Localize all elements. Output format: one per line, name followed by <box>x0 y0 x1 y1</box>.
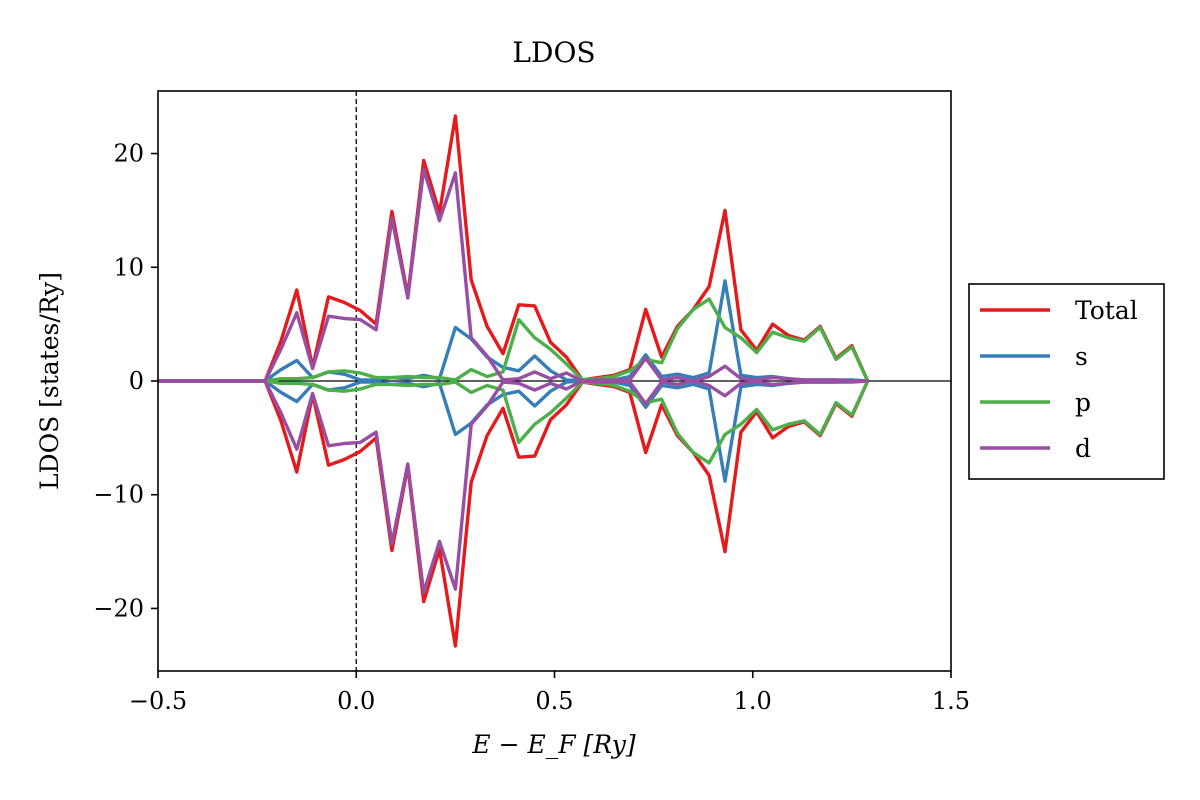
legend-frame <box>968 283 1165 480</box>
y-tick-label: 0 <box>129 367 144 395</box>
series-line-p-up <box>158 297 870 383</box>
y-tick-label: −10 <box>93 481 144 509</box>
x-axis-ticks: −0.5 0.0 0.5 1.0 1.5 <box>129 671 970 715</box>
x-tick-label: 1.5 <box>932 687 970 715</box>
y-axis-label: LDOS [states/Ry] <box>35 272 64 490</box>
y-tick-label: 20 <box>113 140 144 168</box>
series-line-total-down <box>158 379 870 648</box>
y-tick-label: 10 <box>113 253 144 281</box>
x-tick-label: −0.5 <box>129 687 187 715</box>
series-line-p-down <box>158 379 870 465</box>
series-line-s-down <box>158 379 868 483</box>
series-line-s-up <box>158 279 868 383</box>
legend: Total spd <box>968 283 1165 480</box>
x-tick-label: 0.5 <box>535 687 573 715</box>
series-line-total-up <box>158 114 870 383</box>
x-axis-label: E − E_F [Ry] <box>471 730 635 759</box>
series-line-d-up <box>158 167 868 383</box>
legend-label-d: d <box>1075 434 1091 463</box>
y-tick-label: −20 <box>93 594 144 622</box>
legend-label-total: Total <box>1075 296 1138 325</box>
x-tick-label: 1.0 <box>734 687 772 715</box>
chart-title: LDOS <box>512 36 595 69</box>
legend-label-s: s <box>1075 342 1088 371</box>
series-lines <box>158 114 870 648</box>
x-tick-label: 0.0 <box>337 687 375 715</box>
series-line-d-down <box>158 379 868 595</box>
legend-label-p: p <box>1075 388 1091 417</box>
y-axis-ticks: −20 −10 0 10 20 <box>93 140 158 622</box>
